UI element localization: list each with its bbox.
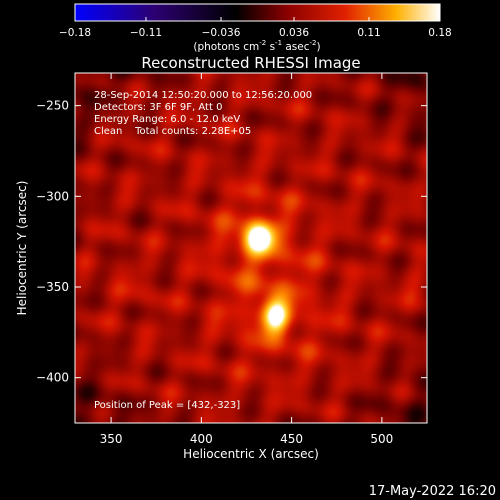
colorbar-tick-label: 0.11 (357, 27, 380, 39)
heatmap-image (75, 73, 427, 423)
colorbar (74, 3, 441, 22)
colorbar-tick-label: −0.11 (130, 27, 162, 39)
y-tick-label: −250 (36, 99, 69, 113)
x-tick-label: 350 (100, 432, 123, 446)
info-line-energy: Energy Range: 6.0 - 12.0 keV (94, 114, 240, 125)
colorbar-tick-label: 0.036 (279, 27, 309, 39)
x-axis-label: Heliocentric X (arcsec) (183, 447, 319, 461)
colorbar-ticks: −0.18 −0.11 −0.036 0.036 0.11 0.18 (59, 17, 452, 39)
y-tick-label: −400 (36, 371, 69, 385)
chart-title: Reconstructed RHESSI Image (141, 54, 360, 72)
y-tick-label: −300 (36, 189, 69, 203)
colorbar-tick-label: −0.036 (202, 27, 241, 39)
info-line-time: 28-Sep-2014 12:50:20.000 to 12:56:20.000 (94, 90, 312, 101)
peak-position-label: Position of Peak = [432,-323] (94, 400, 240, 411)
y-axis-label: Heliocentric Y (arcsec) (15, 181, 29, 316)
x-tick-label: 450 (280, 432, 303, 446)
x-tick-label: 500 (370, 432, 393, 446)
info-line-detectors: Detectors: 3F 6F 9F, Att 0 (94, 102, 222, 113)
y-tick-label: −350 (36, 280, 69, 294)
x-tick-label: 400 (190, 432, 213, 446)
observation-info: 28-Sep-2014 12:50:20.000 to 12:56:20.000… (94, 90, 312, 411)
colorbar-units-label: (photons cm-2 s-1 asec-2) (193, 39, 320, 53)
colorbar-tick-label: 0.18 (428, 27, 451, 39)
x-axis-ticks: 350 400 450 500 (100, 73, 393, 446)
info-line-clean: Clean Total counts: 2.28E+05 (94, 126, 251, 137)
plot-frame (74, 72, 428, 424)
y-axis-ticks: −250 −300 −350 −400 (36, 99, 427, 385)
colorbar-tick-label: −0.18 (59, 27, 91, 39)
timestamp: 17-May-2022 16:20 (369, 484, 496, 499)
